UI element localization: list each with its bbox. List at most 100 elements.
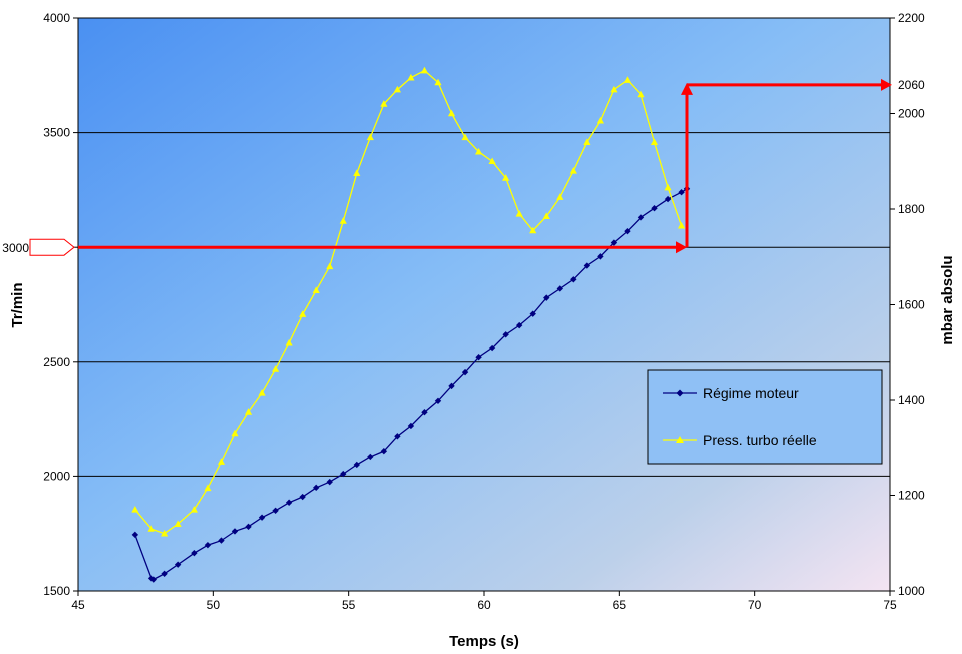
x-tick-label: 50: [207, 598, 221, 612]
series-0-point: [597, 253, 604, 260]
series-1-point: [339, 217, 347, 224]
series-1-point: [190, 506, 198, 513]
y2-tick-label: 1400: [898, 393, 925, 407]
series-0-point: [543, 294, 550, 301]
series-0-point: [174, 561, 182, 568]
annotation-arrowhead: [681, 82, 693, 95]
x-tick-label: 70: [748, 598, 762, 612]
series-1-point: [434, 78, 442, 86]
series-1-point: [474, 147, 483, 155]
series-1-point: [174, 520, 182, 527]
series-1-point: [420, 66, 429, 74]
series-1-point: [244, 408, 253, 415]
x-tick-label: 60: [477, 598, 491, 612]
series-1-point: [650, 138, 659, 145]
annotation-left-label: 3000: [2, 241, 29, 255]
series-0-point: [367, 453, 374, 461]
series-0-point: [312, 484, 320, 492]
y2-axis-ticks: 1000 1200 1400 1600 1800 2000 2200: [890, 11, 925, 598]
series-0-point: [218, 537, 225, 544]
series-0-point: [191, 549, 198, 557]
series-layer: [131, 66, 691, 583]
series-1-point: [147, 525, 155, 532]
series-1-point: [664, 183, 672, 191]
series-0-point: [150, 576, 157, 583]
annotation-arrowhead: [881, 78, 892, 91]
series-0-point: [394, 433, 401, 440]
series-1-point: [637, 90, 645, 98]
annotation-right-label-bg: [894, 76, 934, 93]
series-1-point: [204, 484, 212, 492]
series-1-point: [488, 157, 496, 165]
plot-area: [77, 17, 891, 592]
series-0-point: [448, 382, 455, 390]
x-tick-label: 45: [71, 598, 85, 612]
series-0-point: [556, 285, 563, 292]
series-0-point: [475, 354, 482, 361]
series-0-point: [204, 541, 212, 549]
series-1-point: [596, 116, 604, 124]
series-1-point: [610, 85, 618, 93]
series-1-point: [271, 365, 280, 372]
series-1-point: [556, 193, 564, 200]
series-0-point: [488, 344, 496, 352]
series-0-point: [664, 195, 672, 203]
annotation-layer: 3000 2060: [2, 76, 934, 256]
series-0-point: [502, 331, 509, 338]
series-0-point: [353, 461, 360, 469]
series-0-point: [340, 470, 347, 478]
y-tick-label: 2000: [43, 469, 70, 483]
series-0-point: [421, 409, 428, 416]
series-0-point: [407, 422, 415, 430]
series-1-point: [569, 167, 577, 174]
series-0-point: [147, 575, 155, 582]
y-tick-label: 4000: [43, 11, 70, 25]
x-tick-label: 65: [613, 598, 627, 612]
series-1-point: [131, 506, 139, 513]
series-1-point: [461, 133, 469, 141]
x-axis-ticks: 45 50 55 60 65 70 75: [71, 591, 897, 612]
series-1-point: [231, 429, 239, 437]
series-1-point: [258, 389, 266, 396]
series-1-point: [393, 85, 401, 93]
x-axis-title: Temps (s): [449, 633, 519, 650]
series-0-point: [583, 262, 591, 269]
series-1-point: [217, 458, 226, 465]
series-0-point: [678, 188, 685, 196]
legend: Régime moteur Press. turbo réelle: [647, 369, 883, 465]
series-1-point: [677, 221, 686, 229]
y2-tick-label: 1000: [898, 584, 925, 598]
series-0-point: [258, 514, 266, 521]
y2-axis-title: mbar absolu: [939, 255, 956, 344]
series-1-point: [353, 169, 361, 176]
y2-tick-label: 2200: [898, 11, 925, 25]
series-0-point: [231, 528, 239, 535]
series-1-point: [326, 262, 334, 270]
series-1-point: [542, 212, 550, 219]
legend-marker-regime: [676, 389, 684, 397]
series-1-point: [583, 138, 591, 145]
y-axis-title: Tr/min: [9, 282, 26, 327]
series-1-point: [502, 174, 510, 181]
y-axis-ticks: 150020002500300035004000: [43, 11, 78, 598]
series-1-point: [366, 133, 374, 141]
series-0-point: [637, 214, 645, 221]
x-tick-label: 75: [883, 598, 897, 612]
series-0-point: [245, 523, 252, 531]
legend-label-regime: Régime moteur: [703, 385, 799, 401]
legend-label-turbo: Press. turbo réelle: [703, 432, 817, 448]
legend-box: [647, 369, 883, 465]
series-1-point: [515, 209, 523, 217]
x-tick-label: 55: [342, 598, 356, 612]
series-1-point: [529, 226, 537, 234]
y2-tick-label: 2000: [898, 107, 925, 121]
series-0-point: [529, 310, 536, 317]
series-1-point: [407, 73, 415, 81]
annotation-left-marker: [29, 238, 75, 256]
series-0-point: [272, 507, 279, 514]
y-tick-label: 1500: [43, 584, 70, 598]
series-0-point: [380, 447, 388, 455]
y-tick-label: 3500: [43, 126, 70, 140]
series-0-point: [131, 531, 139, 539]
